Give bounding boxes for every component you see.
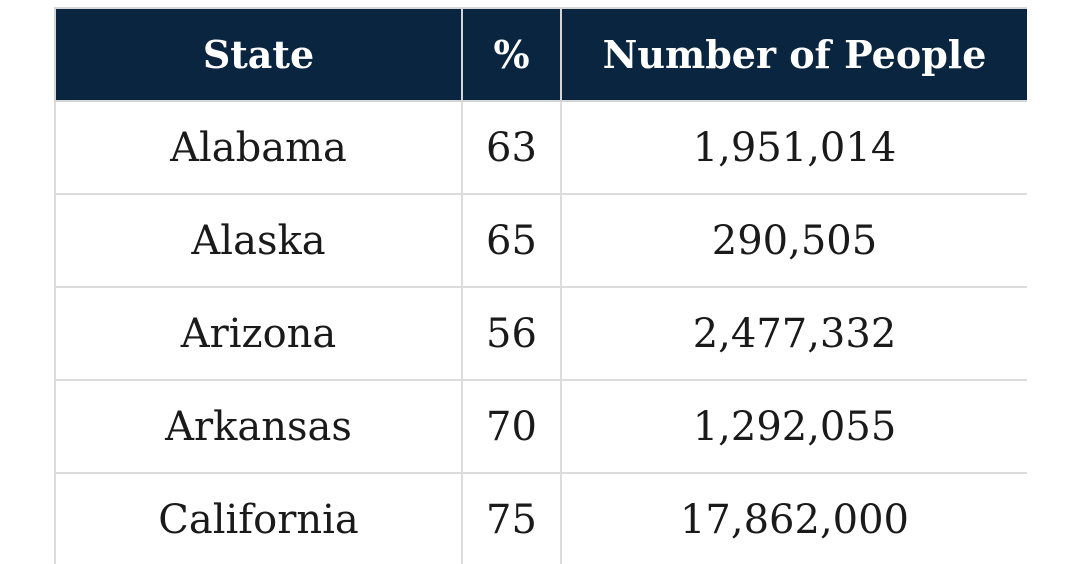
table-row: California 75 17,862,000	[54, 472, 1027, 564]
table-header: State % Number of People	[54, 7, 1027, 102]
cell-state: Alabama	[54, 100, 463, 195]
header-row: State % Number of People	[54, 7, 1027, 102]
state-data-table: State % Number of People Alabama 63 1,95…	[54, 7, 1027, 564]
table-row: Arizona 56 2,477,332	[54, 286, 1027, 381]
cell-percent: 75	[461, 472, 562, 564]
cell-percent: 56	[461, 286, 562, 381]
cell-percent: 65	[461, 193, 562, 288]
cell-percent: 63	[461, 100, 562, 195]
table-row: Alaska 65 290,505	[54, 193, 1027, 288]
header-state: State	[54, 7, 463, 102]
table-row: Alabama 63 1,951,014	[54, 100, 1027, 195]
header-number-of-people: Number of People	[560, 7, 1027, 102]
cell-state: California	[54, 472, 463, 564]
cell-number-of-people: 17,862,000	[560, 472, 1027, 564]
cell-number-of-people: 1,292,055	[560, 379, 1027, 474]
data-table-container: State % Number of People Alabama 63 1,95…	[54, 7, 1027, 564]
cell-percent: 70	[461, 379, 562, 474]
cell-number-of-people: 2,477,332	[560, 286, 1027, 381]
header-percent: %	[461, 7, 562, 102]
cell-state: Alaska	[54, 193, 463, 288]
table-body: Alabama 63 1,951,014 Alaska 65 290,505 A…	[54, 100, 1027, 564]
cell-state: Arizona	[54, 286, 463, 381]
cell-state: Arkansas	[54, 379, 463, 474]
table-row: Arkansas 70 1,292,055	[54, 379, 1027, 474]
cell-number-of-people: 290,505	[560, 193, 1027, 288]
cell-number-of-people: 1,951,014	[560, 100, 1027, 195]
